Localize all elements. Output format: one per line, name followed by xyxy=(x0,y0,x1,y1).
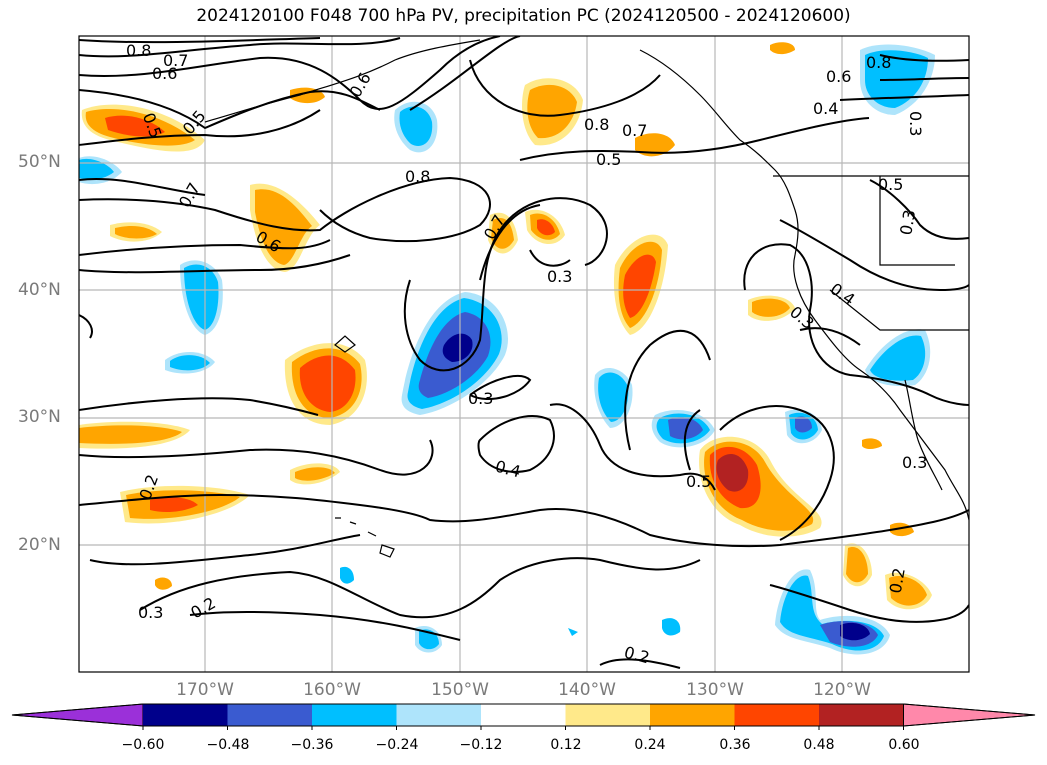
colorbar-segment xyxy=(143,704,228,726)
colorbar-tick-label: 0.60 xyxy=(888,737,920,753)
contour-label: 0.7 xyxy=(622,121,647,140)
lat-label: 20°N xyxy=(18,535,61,555)
contour-label: 0.5 xyxy=(686,472,711,491)
pv-contours xyxy=(79,36,969,669)
contour-label: 0.3 xyxy=(138,603,163,622)
colorbar-segment xyxy=(227,704,312,726)
colorbar-tick-label: −0.12 xyxy=(459,737,503,753)
map-title: 2024120100 F048 700 hPa PV, precipitatio… xyxy=(196,6,851,26)
lon-label: 150°W xyxy=(431,680,489,700)
precip-shading xyxy=(79,42,935,655)
contour-label: 0.4 xyxy=(813,99,838,118)
colorbar xyxy=(11,703,1036,730)
colorbar-tick-label: 0.48 xyxy=(803,737,835,753)
contour-label: 0.3 xyxy=(896,208,919,236)
contour-label: 0.3 xyxy=(547,267,572,286)
map-frame xyxy=(78,35,970,673)
contour-label: 0.2 xyxy=(622,642,652,667)
colorbar-tick-label: −0.60 xyxy=(121,737,165,753)
colorbar-segment xyxy=(819,704,904,726)
contour-label: 0.5 xyxy=(596,150,621,169)
contour-label: 0.4 xyxy=(493,456,523,481)
contour-label: 0.2 xyxy=(187,593,219,622)
contour-label: 0.3 xyxy=(902,453,927,472)
colorbar-tick-label: −0.48 xyxy=(206,737,250,753)
contour-label: 0.8 xyxy=(584,115,609,134)
colorbar-extend-low xyxy=(11,703,144,727)
contour-label: 0.8 xyxy=(126,41,151,60)
graticule xyxy=(79,36,969,672)
lon-label: 160°W xyxy=(303,680,361,700)
colorbar-tick-label: −0.24 xyxy=(375,737,419,753)
colorbar-tick-label: 0.12 xyxy=(550,737,582,753)
contour-label: 0.4 xyxy=(827,279,859,309)
lon-label: 140°W xyxy=(558,680,616,700)
contour-label: 0.8 xyxy=(866,53,891,72)
colorbar-tick-label: −0.36 xyxy=(290,737,334,753)
lat-label: 50°N xyxy=(18,152,61,172)
contour-label: 0.3 xyxy=(906,111,925,136)
lon-label: 170°W xyxy=(176,680,234,700)
lon-label: 130°W xyxy=(686,680,744,700)
contour-label: 0.8 xyxy=(405,167,430,186)
colorbar-extend-high xyxy=(903,703,1036,727)
lon-label: 120°W xyxy=(813,680,871,700)
colorbar-segment xyxy=(312,704,397,726)
colorbar-segment xyxy=(396,704,481,726)
lat-label: 40°N xyxy=(18,280,61,300)
contour-label: 0.6 xyxy=(152,64,177,83)
contour-label: 0.5 xyxy=(878,175,903,194)
contour-label: 0.2 xyxy=(886,566,909,594)
colorbar-segment xyxy=(481,704,566,726)
colorbar-tick-label: 0.36 xyxy=(719,737,751,753)
colorbar-tick-label: 0.24 xyxy=(634,737,666,753)
contour-label: 0.6 xyxy=(826,67,851,86)
lat-label: 30°N xyxy=(18,407,61,427)
positive-anomaly-areas xyxy=(79,42,932,610)
contour-label: 0.7 xyxy=(163,51,188,70)
colorbar-segment xyxy=(565,704,650,726)
contour-label: 0.3 xyxy=(468,389,493,408)
colorbar-segment xyxy=(734,704,819,726)
colorbar-segment xyxy=(650,704,735,726)
